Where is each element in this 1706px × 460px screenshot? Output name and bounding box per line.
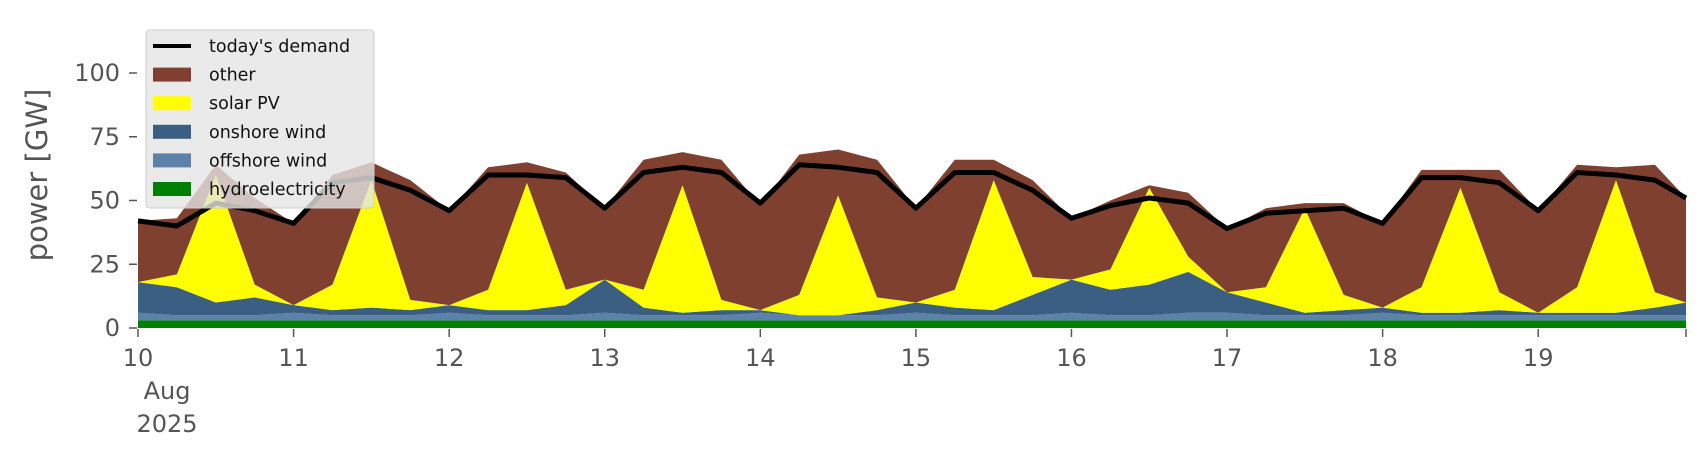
x-tick-label: 11 [278,344,309,372]
area-other [138,149,1686,313]
demand-line-group [137,162,1688,232]
y-tick-label: 25 [89,250,120,278]
legend-label-hydroelectricity: hydroelectricity [209,180,346,200]
x-tick-label: 18 [1367,344,1398,372]
stacked-areas [138,149,1686,328]
legend-swatch-other [153,67,191,82]
x-tick-label: 17 [1212,344,1243,372]
x-tick-label: 13 [589,344,620,372]
legend-swatch-hydroelectricity [153,182,191,196]
area-hydroelectricity [138,320,1686,328]
x-tick-label: 16 [1056,344,1087,372]
x-tick-label: 14 [745,344,776,372]
area-solar-pv [138,175,1686,316]
y-axis: 0 25 50 75 100 [74,59,137,342]
legend-label-offshore-wind: offshore wind [209,151,327,171]
y-tick-label: 0 [105,314,120,342]
legend-label-onshore-wind: onshore wind [209,123,326,143]
y-axis-label: power [GW] [20,89,54,262]
legend-swatch-solar-pv [153,96,191,111]
x-tick-label: 19 [1523,344,1554,372]
x-axis: 10 11 12 13 14 15 16 17 18 19 Aug 2025 [123,329,1687,438]
y-tick-label: 100 [74,59,120,87]
x-tick-label: 10 [123,344,154,372]
legend-label-other: other [209,66,256,86]
demand-line [137,162,1688,232]
legend-box [145,29,375,209]
legend-swatch-offshore-wind [153,153,191,168]
legend-label-today-s-demand: today's demand [209,37,350,57]
area-onshore-wind [138,271,1686,316]
area-offshore-wind [138,312,1686,321]
x-tick-sublabel: 2025 [136,410,197,438]
x-tick-sublabel: Aug [144,377,191,405]
x-tick-label: 15 [901,344,932,372]
x-tick-label: 12 [434,344,465,372]
legend: today's demand other solar PV onshore wind o… [145,29,375,209]
y-tick-label: 75 [89,123,120,151]
legend-swatch-onshore-wind [153,124,191,139]
y-tick-label: 50 [89,187,120,215]
legend-label-solar-pv: solar PV [209,94,280,114]
